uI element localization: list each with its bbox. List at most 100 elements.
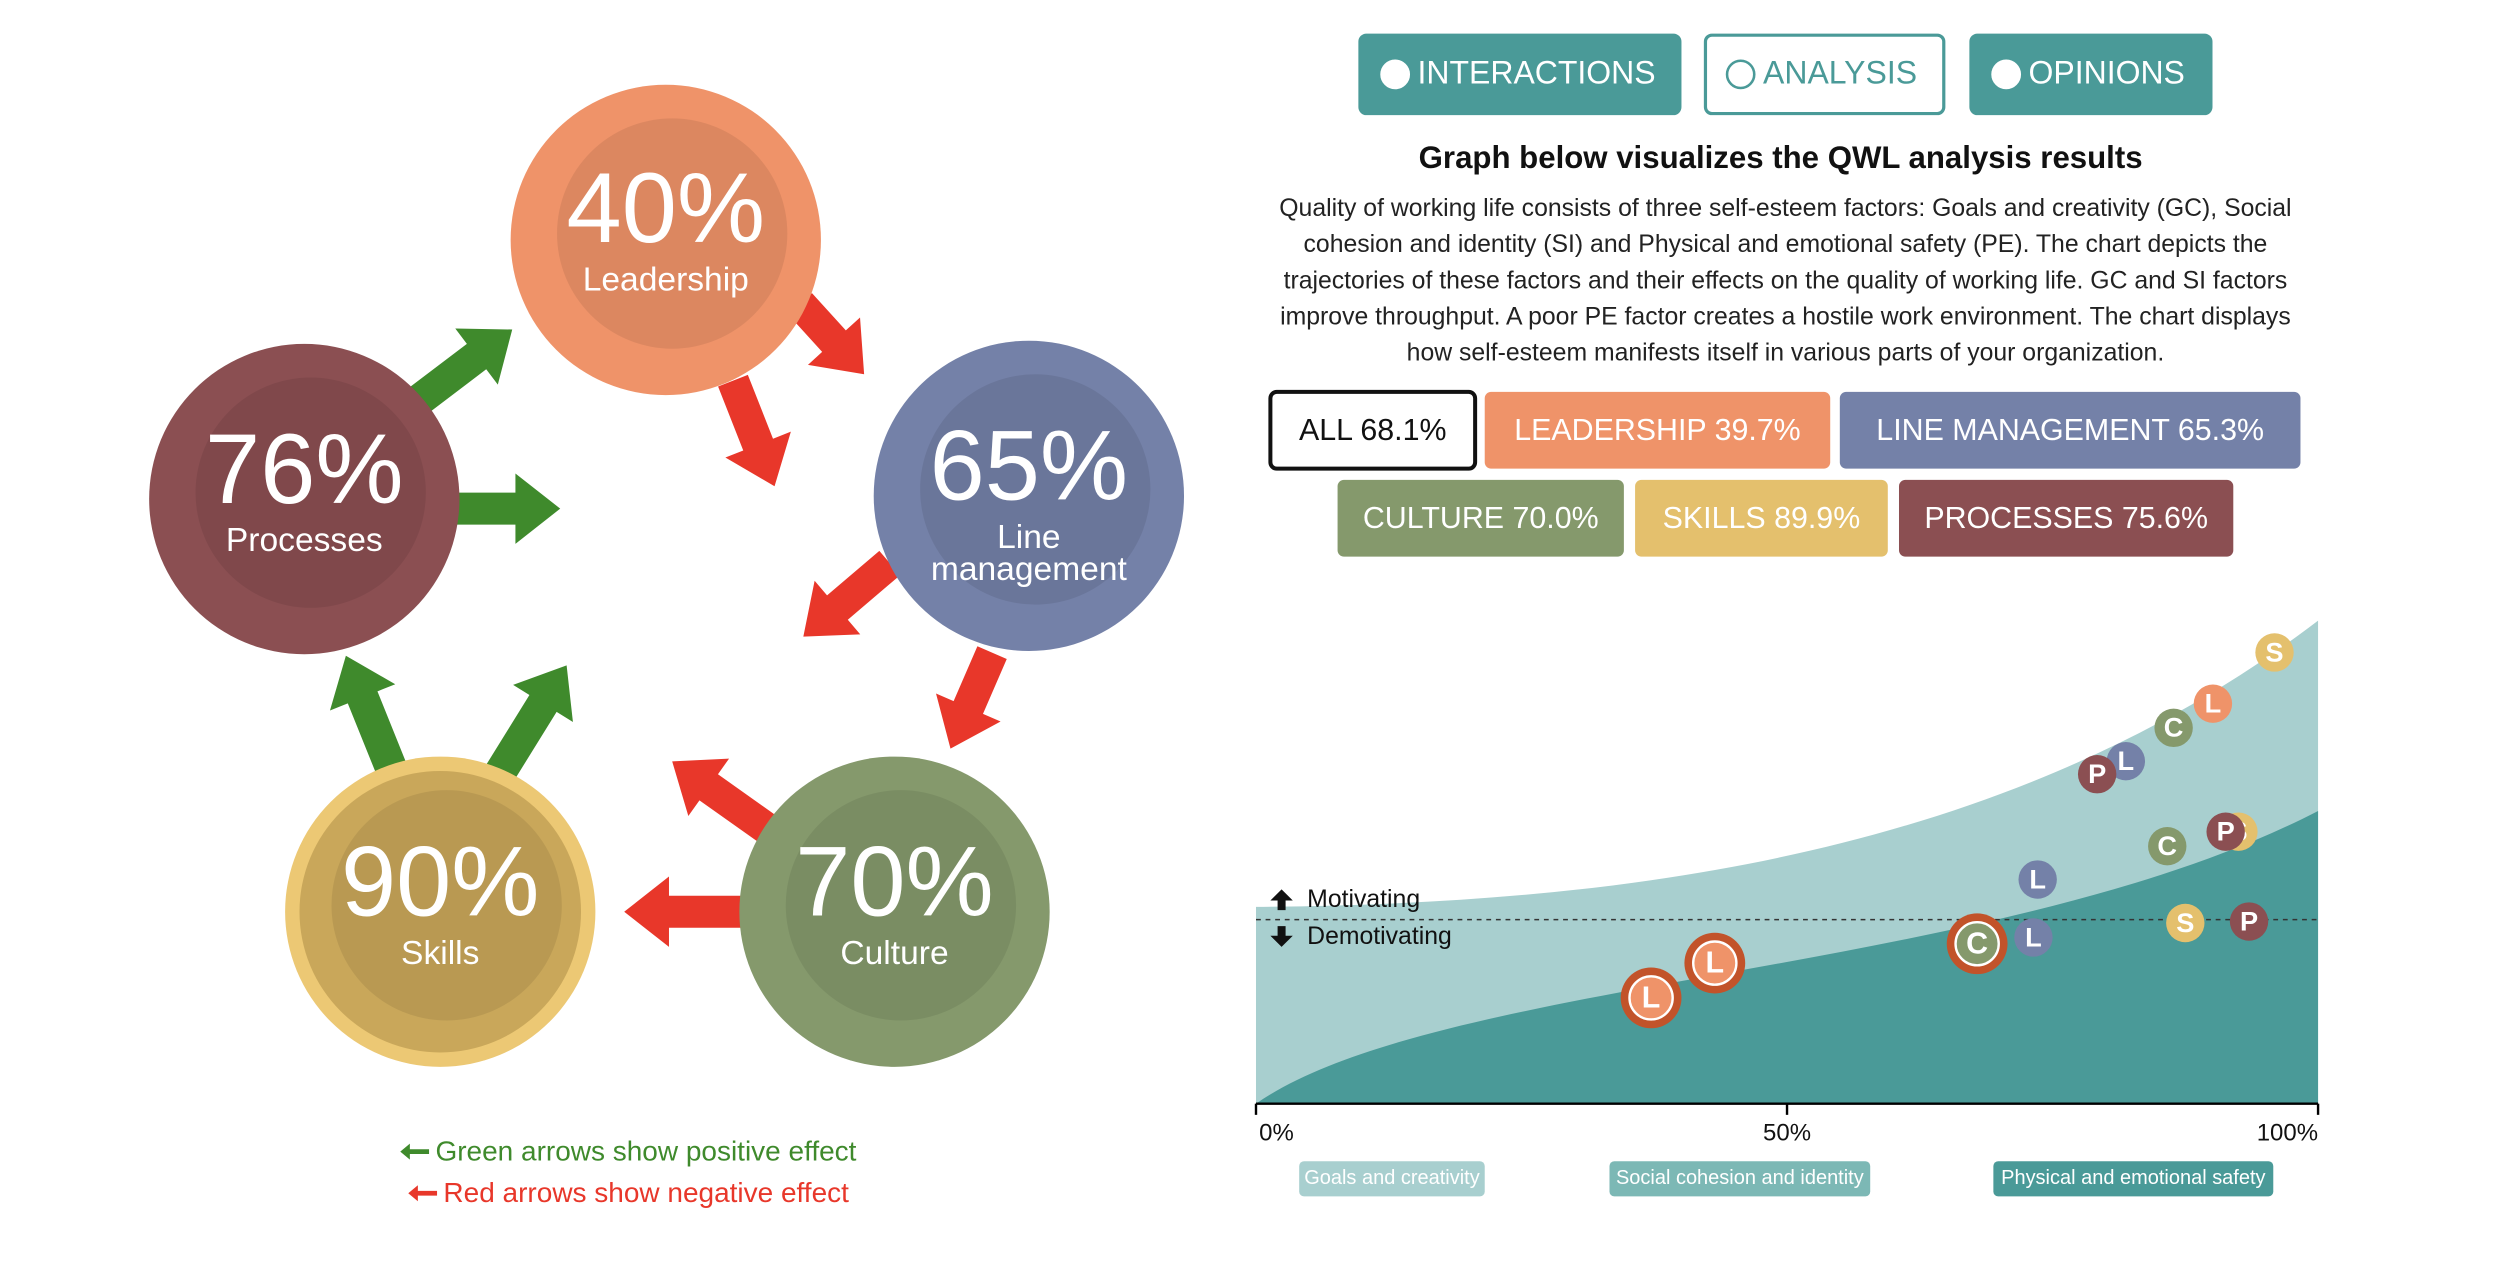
marker-letter: C: [2157, 830, 2177, 861]
effect-arrow: [409, 328, 513, 413]
node-inner: [557, 118, 788, 349]
legend-text: Red arrows show negative effect: [443, 1177, 849, 1208]
effect-arrow: [456, 473, 561, 544]
down-arrow-icon: [1270, 926, 1293, 947]
filter-label: ALL 68.1%: [1299, 413, 1446, 447]
marker: [1692, 940, 1738, 986]
node-inner: [920, 374, 1151, 605]
marker: [2148, 826, 2187, 866]
marker-letter: L: [1706, 946, 1725, 980]
legend-arrow: [400, 1143, 430, 1160]
x-tick-label: 50%: [1763, 1119, 1811, 1146]
description-line: trajectories of these factors and their …: [1284, 267, 2288, 294]
filter-label: LINE MANAGEMENT 65.3%: [1876, 413, 2264, 447]
node-circle: [149, 343, 460, 655]
marker-letter: P: [2217, 815, 2235, 846]
node-inner: [785, 790, 1017, 1021]
filter-button[interactable]: [1635, 479, 1888, 557]
x-tick-label: 0%: [1259, 1119, 1294, 1146]
node-inner: [195, 377, 426, 608]
zone-label: Physical and emotional safety: [2001, 1167, 2265, 1189]
marker-letter: L: [2025, 921, 2042, 952]
node-label: Skills: [401, 935, 479, 972]
filter-label: CULTURE 70.0%: [1363, 501, 1599, 535]
tab-label: INTERACTIONS: [1418, 55, 1656, 91]
node-inner: [331, 790, 562, 1021]
node-label: management: [931, 551, 1128, 588]
node-circle: [873, 340, 1185, 651]
node-value: 90%: [341, 827, 539, 938]
tab-icon: [1380, 59, 1411, 90]
marker: [2166, 903, 2205, 943]
node-circle: [510, 84, 821, 396]
node-value: 70%: [795, 827, 993, 938]
filter-button[interactable]: [1268, 389, 1478, 471]
marker: [2014, 918, 2053, 957]
up-arrow-icon: [1270, 889, 1293, 911]
zone-badge: [1299, 1161, 1485, 1197]
description-line: how self-esteem manifests itself in vari…: [1407, 340, 2165, 367]
marker-letter: L: [2118, 745, 2135, 776]
node-label: Line: [997, 519, 1060, 556]
marker: [1954, 920, 2000, 967]
description-line: cohesion and identity (SI) and Physical …: [1304, 231, 2268, 258]
node-label: Leadership: [583, 261, 749, 298]
marker: [2106, 741, 2146, 781]
tab-icon: [1725, 59, 1756, 90]
filter-label: SKILLS 89.9%: [1663, 501, 1861, 535]
filter-button[interactable]: [1337, 479, 1624, 557]
marker: [2229, 902, 2269, 941]
filter-button[interactable]: [1839, 391, 2301, 469]
effect-arrow: [936, 646, 1007, 749]
filter-label: LEADERSHIP 39.7%: [1514, 413, 1800, 447]
node-value: 76%: [205, 414, 403, 525]
node-label: Culture: [840, 935, 948, 972]
tab-button[interactable]: [1969, 33, 2213, 116]
marker: [2018, 860, 2057, 899]
filter-label: PROCESSES 75.6%: [1924, 501, 2208, 535]
marker-letter: L: [1642, 980, 1661, 1014]
heading: Graph below visualizes the QWL analysis …: [1419, 140, 2143, 175]
x-tick-label: 100%: [2257, 1119, 2318, 1146]
zone-badge: [1993, 1161, 2274, 1197]
effect-arrow: [672, 758, 781, 845]
marker: [1628, 975, 1674, 1021]
effect-arrow: [803, 550, 901, 637]
demotivating-label: Demotivating: [1307, 923, 1452, 950]
effect-arrow: [788, 293, 865, 375]
marker: [2206, 812, 2245, 851]
description-line: improve throughput. A poor PE factor cre…: [1280, 304, 2291, 331]
tab-button[interactable]: [1358, 33, 1682, 116]
node-circle: [739, 756, 1050, 1067]
marker: [2193, 684, 2233, 723]
marker: [2255, 633, 2294, 672]
marker-letter: C: [2164, 712, 2184, 743]
description-line: Quality of working life consists of thre…: [1279, 195, 2291, 222]
tab-icon: [1991, 59, 2022, 90]
filter-button[interactable]: [1484, 391, 1831, 469]
node-label: Processes: [226, 522, 383, 559]
node-value: 65%: [930, 411, 1128, 522]
effect-arrow: [329, 655, 408, 777]
effect-arrow: [718, 374, 791, 487]
marker: [2154, 708, 2193, 748]
node-value: 40%: [567, 153, 765, 264]
motivating-label: Motivating: [1307, 886, 1420, 913]
effect-arrow: [482, 665, 573, 788]
node-circle: [299, 770, 582, 1053]
marker-letter: S: [2176, 907, 2194, 938]
filter-button[interactable]: [1898, 479, 2234, 557]
tab-button[interactable]: [1703, 33, 1946, 116]
legend-text: Green arrows show positive effect: [435, 1136, 856, 1167]
marker-letter: S: [2265, 636, 2283, 667]
marker-letter: P: [2240, 905, 2258, 936]
legend-arrow: [408, 1185, 438, 1202]
tab-label: ANALYSIS: [1763, 55, 1917, 91]
effect-arrow: [624, 876, 745, 947]
zone-label: Goals and creativity: [1304, 1167, 1480, 1189]
tab-label: OPINIONS: [2029, 55, 2185, 91]
marker: [2077, 755, 2117, 794]
marker-letter: C: [1966, 926, 1988, 960]
